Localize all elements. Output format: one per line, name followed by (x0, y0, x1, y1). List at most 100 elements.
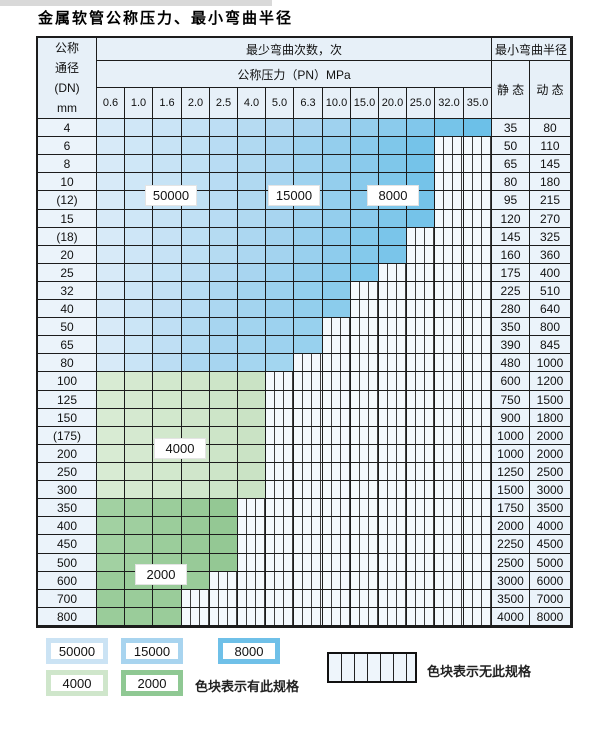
no-spec-hatch-cell (464, 228, 491, 245)
spec-available-cell (153, 246, 181, 263)
no-spec-hatch-cell (407, 535, 434, 553)
no-spec-hatch-cell (435, 191, 463, 209)
legend-value: 8000 (223, 643, 275, 659)
spec-available-cell (125, 318, 152, 335)
no-spec-hatch-cell (435, 517, 463, 534)
no-spec-hatch-cell (407, 300, 434, 317)
spec-available-cell (182, 155, 209, 172)
no-spec-hatch-cell (379, 572, 406, 589)
row-dn-label: 40 (38, 300, 96, 317)
spec-available-cell (351, 137, 378, 154)
spec-available-cell (210, 427, 237, 444)
spec-available-cell (125, 427, 152, 444)
row-dn-label: (175) (38, 427, 96, 444)
spec-available-cell (125, 246, 152, 263)
spec-available-cell (153, 210, 181, 227)
bend-times-header: 最少弯曲次数，次 (97, 38, 491, 60)
spec-available-cell (238, 228, 265, 245)
spec-available-cell (407, 210, 434, 227)
spec-available-cell (210, 409, 237, 426)
dynamic-radius-value: 2500 (530, 463, 570, 480)
bend-cycle-label: 8000 (367, 184, 419, 206)
no-spec-hatch-cell (435, 535, 463, 553)
spec-available-cell (210, 535, 237, 553)
spec-available-cell (294, 155, 322, 172)
no-spec-hatch-cell (323, 427, 350, 444)
no-spec-hatch-cell (407, 445, 434, 462)
no-spec-hatch-cell (464, 282, 491, 299)
spec-available-cell (153, 409, 181, 426)
no-spec-hatch-cell (407, 427, 434, 444)
row-dn-label: 65 (38, 336, 96, 353)
pressure-column-header: 1.0 (125, 88, 152, 118)
spec-available-cell (266, 119, 293, 136)
pressure-column-header: 25.0 (407, 88, 434, 118)
no-spec-hatch-cell (435, 155, 463, 172)
no-spec-hatch-cell (351, 427, 378, 444)
no-spec-hatch-cell (435, 372, 463, 390)
dynamic-radius-value: 4500 (530, 535, 570, 553)
no-spec-hatch-cell (464, 354, 491, 371)
no-spec-hatch-cell (435, 354, 463, 371)
no-spec-hatch-cell (379, 517, 406, 534)
spec-available-cell (351, 264, 378, 281)
row-dn-label: 20 (38, 246, 96, 263)
no-spec-hatch-cell (464, 173, 491, 190)
spec-available-cell (210, 463, 237, 480)
spec-available-cell (97, 173, 124, 190)
spec-available-cell (125, 499, 152, 516)
spec-available-cell (266, 318, 293, 335)
spec-available-cell (182, 210, 209, 227)
spec-available-cell (379, 137, 406, 154)
spec-available-cell (323, 300, 350, 317)
no-spec-hatch-cell (435, 427, 463, 444)
spec-available-cell (266, 264, 293, 281)
spec-available-cell (153, 300, 181, 317)
no-spec-hatch-cell (351, 499, 378, 516)
dynamic-radius-value: 5000 (530, 554, 570, 571)
spec-available-cell (125, 228, 152, 245)
static-radius-value: 350 (492, 318, 529, 335)
dynamic-radius-value: 800 (530, 318, 570, 335)
no-spec-hatch-cell (294, 391, 322, 408)
spec-available-cell (97, 427, 124, 444)
no-spec-hatch-cell (435, 445, 463, 462)
spec-available-cell (294, 264, 322, 281)
pressure-column-header: 0.6 (97, 88, 124, 118)
spec-available-cell (153, 354, 181, 371)
spec-available-cell (379, 155, 406, 172)
spec-available-cell (351, 228, 378, 245)
spec-available-cell (266, 336, 293, 353)
spec-available-cell (294, 246, 322, 263)
no-spec-hatch-cell (464, 445, 491, 462)
spec-available-cell (210, 173, 237, 190)
bend-cycle-label: 15000 (268, 184, 320, 206)
no-spec-hatch-cell (435, 173, 463, 190)
no-spec-hatch-cell (435, 318, 463, 335)
row-dn-label: 15 (38, 210, 96, 227)
static-radius-value: 1000 (492, 427, 529, 444)
spec-available-cell (464, 119, 491, 136)
spec-available-cell (210, 499, 237, 516)
no-spec-hatch-cell (351, 318, 378, 335)
no-spec-hatch-cell (435, 590, 463, 607)
no-spec-hatch-cell (435, 608, 463, 625)
spec-available-cell (210, 391, 237, 408)
static-radius-value: 1000 (492, 445, 529, 462)
spec-available-cell (97, 210, 124, 227)
spec-available-cell (182, 318, 209, 335)
no-spec-hatch-cell (435, 463, 463, 480)
pressure-column-header: 6.3 (294, 88, 322, 118)
no-spec-hatch-cell (407, 282, 434, 299)
spec-available-cell (238, 318, 265, 335)
spec-available-cell (238, 191, 265, 209)
dynamic-radius-value: 1200 (530, 372, 570, 390)
no-spec-hatch-cell (351, 608, 378, 625)
no-spec-hatch-cell (464, 155, 491, 172)
no-spec-hatch-cell (407, 463, 434, 480)
row-dn-label: (12) (38, 191, 96, 209)
dynamic-radius-value: 270 (530, 210, 570, 227)
no-spec-hatch-cell (464, 499, 491, 516)
no-spec-hatch-cell (323, 572, 350, 589)
no-spec-hatch-cell (266, 535, 293, 553)
